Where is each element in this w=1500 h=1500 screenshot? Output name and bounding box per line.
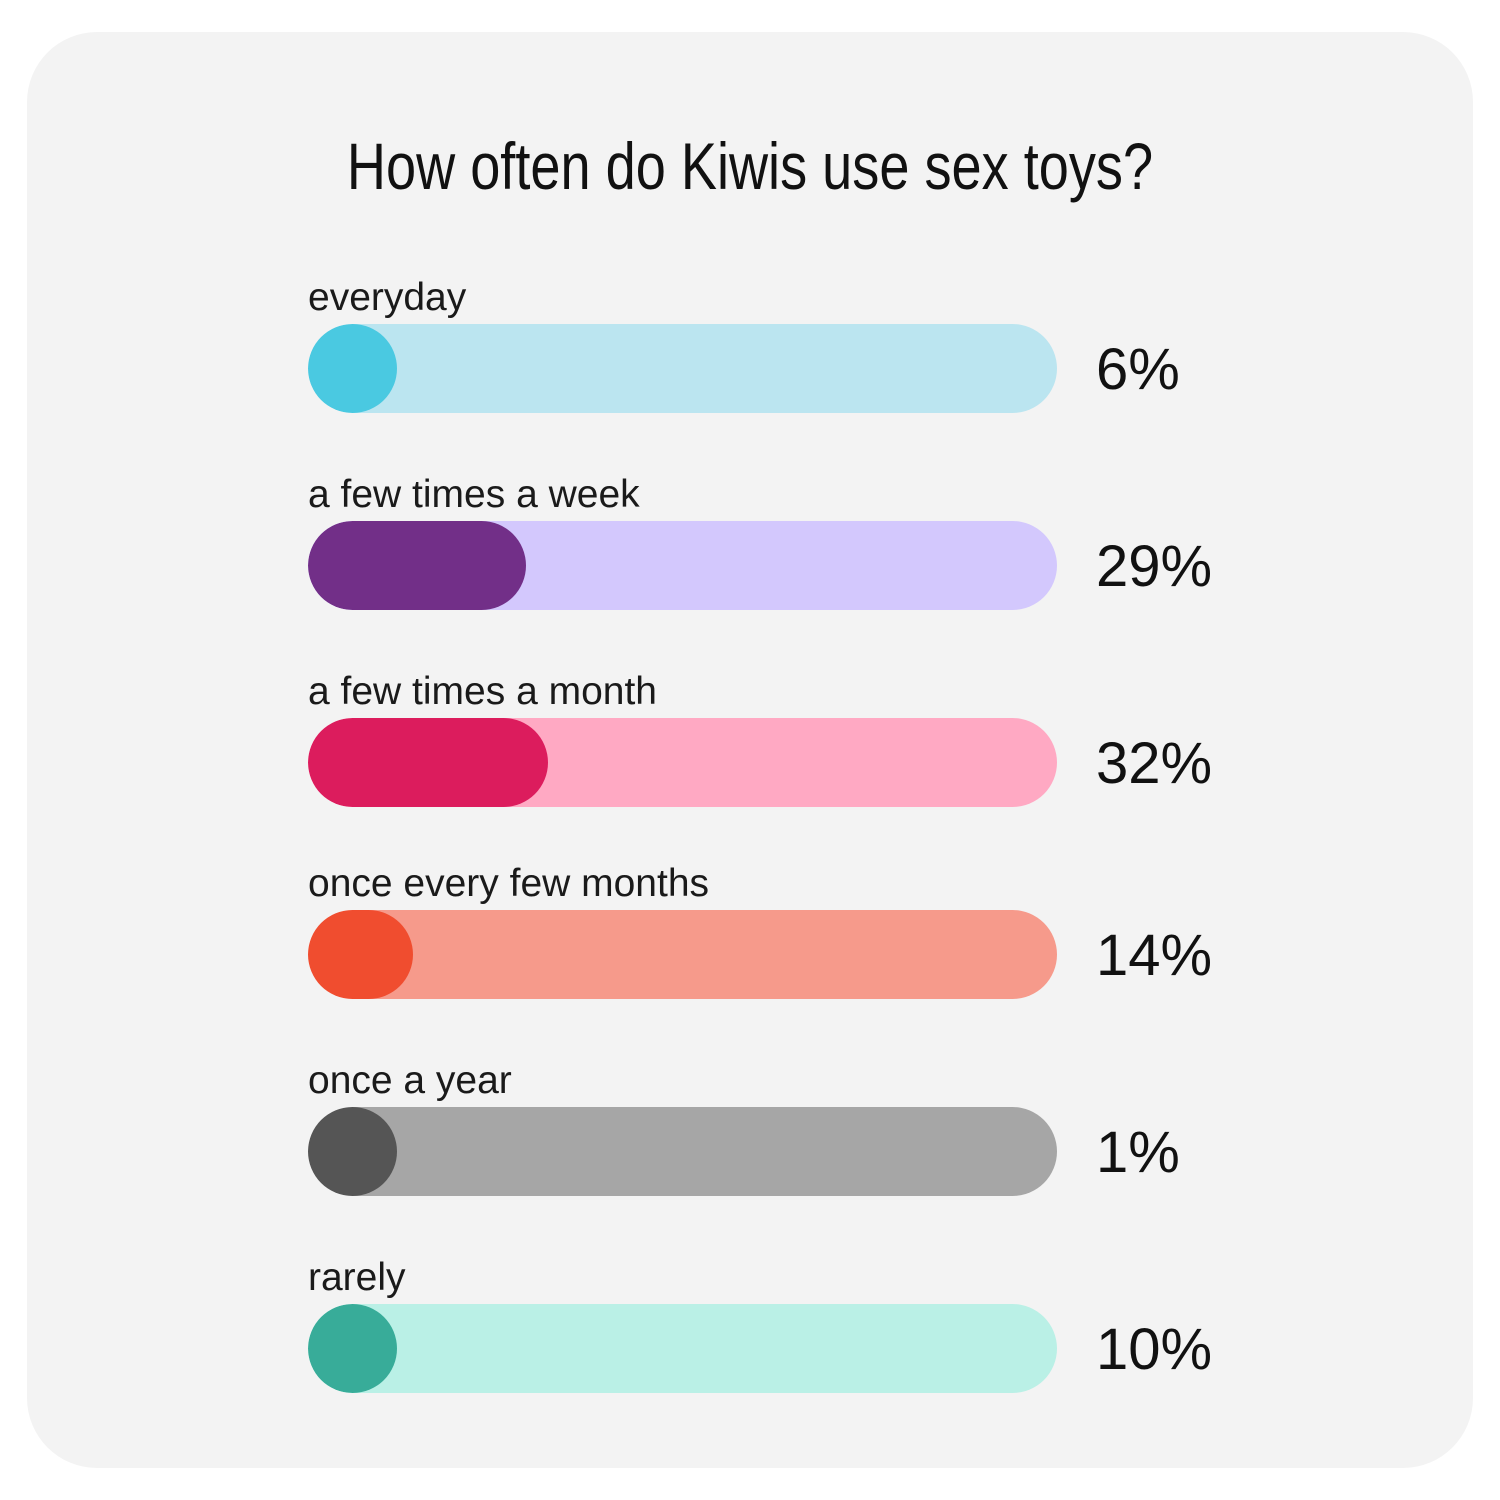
chart-title: How often do Kiwis use sex toys? [346,129,1154,203]
bar-track [308,521,1057,610]
bar-value-label: 10% [1096,1317,1213,1382]
bar-label: a few times a week [308,473,640,516]
bar-label: once every few months [308,862,710,905]
bar-label: everyday [308,276,467,319]
bar-value-label: 1% [1096,1120,1180,1185]
bar-value-label: 32% [1096,731,1213,796]
bar-fill [308,324,397,413]
bar-track [308,324,1057,413]
bar-label: a few times a month [308,670,657,713]
bar-fill [308,910,413,999]
bar-label: once a year [308,1059,512,1102]
bar-fill [308,718,548,807]
bar-value-label: 29% [1096,534,1213,599]
bar-fill [308,521,526,610]
bar-label: rarely [308,1256,406,1299]
bar-track [308,1304,1057,1393]
bar-track [308,910,1057,999]
bar-fill [308,1304,397,1393]
bar-track [308,1107,1057,1196]
bar-value-label: 6% [1096,337,1180,402]
bar-track [308,718,1057,807]
bar-value-label: 14% [1096,923,1213,988]
bar-fill [308,1107,397,1196]
